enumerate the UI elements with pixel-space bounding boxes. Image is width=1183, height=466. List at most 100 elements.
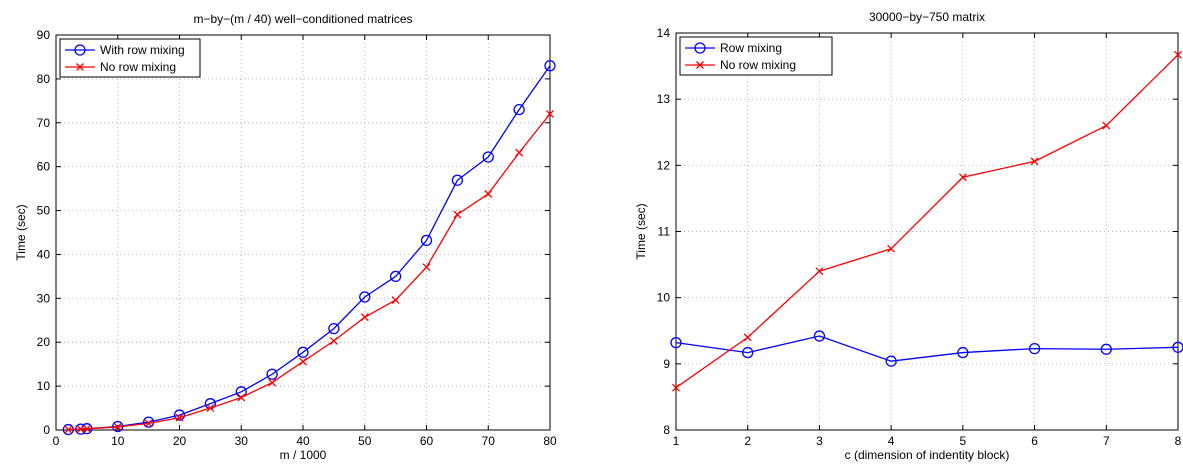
data-point-x bbox=[360, 313, 369, 322]
legend-marker-x bbox=[76, 63, 84, 71]
y-tick-label: 8 bbox=[663, 423, 670, 437]
data-point-x bbox=[237, 393, 246, 402]
data-point-circle bbox=[266, 368, 278, 380]
x-axis-label: c (dimension of indentity block) bbox=[845, 448, 1010, 462]
y-tick-label: 11 bbox=[658, 225, 671, 239]
data-point-x bbox=[743, 333, 752, 342]
y-tick-label: 14 bbox=[657, 26, 671, 40]
legend-label: Row mixing bbox=[720, 41, 782, 55]
x-tick-label: 5 bbox=[960, 434, 967, 448]
plot-area bbox=[56, 35, 550, 430]
x-tick-label: 2 bbox=[744, 434, 751, 448]
legend-label: No row mixing bbox=[720, 58, 796, 72]
data-point-circle bbox=[544, 60, 556, 72]
data-point-x bbox=[515, 148, 524, 157]
data-point-x bbox=[422, 263, 431, 272]
x-tick-label: 50 bbox=[358, 434, 372, 448]
data-point-x bbox=[815, 267, 824, 276]
x-tick-label: 60 bbox=[420, 434, 434, 448]
y-tick-label: 20 bbox=[37, 335, 51, 349]
data-point-circle bbox=[328, 322, 340, 335]
series-1 bbox=[670, 330, 1183, 367]
data-point-x bbox=[1174, 50, 1182, 59]
series-line bbox=[675, 335, 1179, 362]
y-tick-label: 60 bbox=[37, 160, 51, 174]
x-tick-label: 6 bbox=[1031, 434, 1038, 448]
data-point-x bbox=[958, 173, 967, 182]
legend-label: No row mixing bbox=[100, 60, 176, 74]
y-tick-label: 0 bbox=[43, 423, 50, 437]
data-point-circle bbox=[297, 346, 309, 358]
data-point-x bbox=[175, 413, 184, 422]
data-point-circle bbox=[1100, 343, 1112, 355]
x-tick-label: 30 bbox=[235, 434, 249, 448]
legend-marker-circle bbox=[694, 42, 706, 54]
data-point-circle bbox=[513, 103, 525, 116]
data-point-circle bbox=[813, 330, 826, 342]
y-axis-label: Time (sec) bbox=[14, 204, 28, 260]
data-point-x bbox=[1030, 157, 1039, 166]
x-tick-label: 7 bbox=[1103, 434, 1110, 448]
x-tick-label: 8 bbox=[1175, 434, 1182, 448]
series-line bbox=[68, 113, 551, 431]
data-point-circle bbox=[389, 270, 402, 283]
data-point-x bbox=[329, 336, 338, 345]
data-point-x bbox=[206, 404, 215, 413]
data-point-circle bbox=[420, 234, 433, 247]
data-point-x bbox=[453, 210, 462, 219]
x-tick-label: 40 bbox=[296, 434, 310, 448]
data-point-circle bbox=[957, 346, 969, 359]
series-2 bbox=[672, 50, 1182, 392]
data-point-x bbox=[391, 296, 400, 305]
y-tick-label: 90 bbox=[37, 28, 51, 42]
data-point-circle bbox=[670, 337, 682, 349]
y-tick-label: 10 bbox=[37, 379, 51, 393]
y-tick-label: 13 bbox=[657, 92, 671, 106]
plot-area bbox=[676, 33, 1178, 430]
x-tick-label: 80 bbox=[543, 434, 557, 448]
data-point-circle bbox=[451, 174, 464, 186]
data-point-circle bbox=[1028, 342, 1041, 355]
y-tick-label: 50 bbox=[37, 204, 51, 218]
series-2 bbox=[64, 110, 554, 434]
legend-marker-x bbox=[696, 61, 704, 69]
y-tick-label: 30 bbox=[37, 291, 51, 305]
x-tick-label: 4 bbox=[888, 434, 895, 448]
data-point-x bbox=[484, 189, 493, 198]
data-point-x bbox=[64, 425, 73, 434]
data-point-circle bbox=[173, 409, 186, 421]
data-point-circle bbox=[742, 346, 754, 359]
data-point-x bbox=[1102, 121, 1111, 130]
data-point-x bbox=[672, 383, 680, 392]
chart-title: m−by−(m / 40) well−conditioned matrices bbox=[193, 12, 412, 26]
data-point-circle bbox=[1172, 341, 1183, 353]
x-tick-label: 70 bbox=[482, 434, 496, 448]
x-axis-label: m / 1000 bbox=[280, 448, 327, 462]
legend-label: With row mixing bbox=[100, 43, 185, 57]
x-tick-label: 3 bbox=[816, 434, 823, 448]
x-tick-label: 1 bbox=[673, 434, 680, 448]
legend-box bbox=[679, 36, 833, 76]
data-point-x bbox=[82, 424, 91, 433]
y-tick-label: 80 bbox=[37, 72, 51, 86]
series-line bbox=[675, 54, 1179, 389]
data-point-x bbox=[546, 110, 554, 118]
y-axis-label: Time (sec) bbox=[634, 203, 648, 259]
chart-title: 30000−by−750 matrix bbox=[869, 10, 985, 24]
x-tick-label: 0 bbox=[53, 434, 60, 448]
x-tick-label: 20 bbox=[173, 434, 187, 448]
data-point-circle bbox=[482, 151, 494, 163]
y-tick-label: 10 bbox=[657, 291, 671, 305]
data-point-x bbox=[144, 419, 153, 428]
y-tick-label: 12 bbox=[657, 158, 671, 172]
data-point-x bbox=[268, 378, 277, 387]
y-tick-label: 9 bbox=[663, 357, 670, 371]
data-point-x bbox=[299, 357, 307, 366]
data-point-x bbox=[113, 422, 122, 431]
y-tick-label: 40 bbox=[37, 247, 51, 261]
x-tick-label: 10 bbox=[111, 434, 125, 448]
legend-marker-circle bbox=[74, 44, 86, 56]
